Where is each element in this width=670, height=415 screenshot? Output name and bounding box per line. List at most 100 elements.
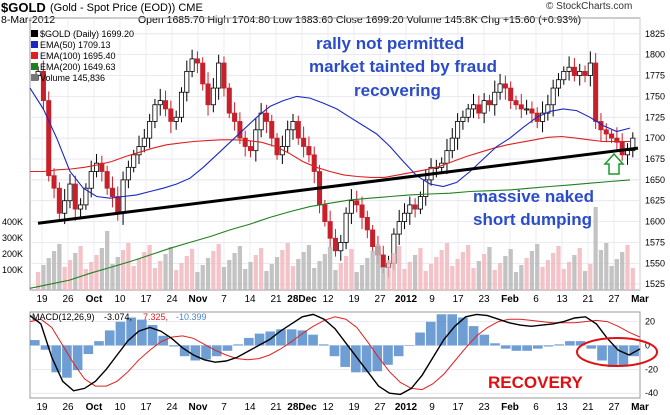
volume-bar [614, 259, 620, 290]
candle-body [566, 66, 572, 72]
legend-swatch-ema100 [31, 52, 38, 59]
x-tick-label: 21 [270, 294, 282, 305]
macd-panel: 19 26 Oct 10 17 24 Nov 7 14 21 28Dec 12 19 27 2012 9 17 2… [29, 311, 658, 413]
macd-histogram-bar [597, 345, 607, 361]
volume-bar [259, 248, 264, 290]
macd-label-value: -3.074, [104, 312, 132, 322]
candle-body [306, 146, 312, 156]
volume-tick-label: 300K [2, 233, 23, 243]
macd-histogram-bar [308, 334, 318, 346]
macd-histogram-bar [222, 345, 233, 351]
volume-bar [216, 244, 221, 290]
volume-bar [120, 250, 126, 290]
candle-body [56, 187, 62, 214]
volume-bar [322, 254, 327, 290]
candle-body [163, 100, 169, 110]
macd-histogram-bar [629, 345, 639, 357]
candle-body [481, 100, 487, 114]
candle-body [141, 137, 147, 147]
candle-body [168, 108, 174, 122]
volume-bar [290, 266, 296, 290]
x-tick-label: 13 [556, 294, 568, 305]
candle-body [322, 204, 328, 222]
candle-body [242, 137, 248, 147]
volume-bar [301, 252, 306, 290]
candle-body [200, 62, 206, 85]
macd-x-tick-label: 27 [374, 402, 386, 413]
candle-body [253, 129, 259, 152]
volume-bar [243, 269, 248, 290]
volume-bar [630, 268, 635, 290]
macd-histogram-bar [351, 345, 361, 373]
macd-x-tick-label: 13 [556, 402, 568, 413]
candle-body [226, 87, 232, 114]
candle-body [364, 217, 370, 231]
macd-x-tick-label: Mar [631, 402, 649, 413]
x-tick-label: 2012 [395, 294, 418, 305]
macd-histogram-bar [500, 345, 511, 349]
candle-body [210, 87, 216, 106]
macd-histogram-bar [137, 319, 147, 346]
macd-histogram-bar [543, 345, 554, 347]
macd-histogram-bar [233, 344, 243, 346]
macd-histogram-bar [490, 343, 500, 346]
volume-bar [487, 247, 492, 290]
volume-bar [317, 261, 322, 290]
candle-body [189, 58, 195, 72]
volume-bar [62, 267, 67, 290]
candle-body [178, 91, 185, 118]
volume-bar [99, 248, 104, 290]
annotation-dumping: short dumping [473, 210, 592, 229]
macd-label-histogram: -10.399 [176, 312, 207, 322]
volume-bar [46, 258, 51, 290]
macd-histogram-bar [179, 345, 190, 357]
x-tick-label: 6 [533, 294, 539, 305]
macd-x-tick-label: Oct [86, 402, 103, 413]
candle-body [370, 229, 376, 248]
candle-body [269, 121, 275, 139]
price-tick-label: 1575 [645, 237, 665, 247]
volume-bar [365, 258, 370, 290]
macd-histogram-bar [147, 325, 158, 346]
x-tick-label: 28Dec [287, 294, 317, 305]
macd-x-tick-label: 6 [533, 402, 539, 413]
candle-body [396, 221, 402, 235]
candle-body [115, 196, 121, 214]
volume-bar [78, 246, 83, 290]
candle-body [455, 121, 461, 139]
macd-histogram-bar [425, 321, 436, 346]
macd-x-tick-label: 10 [114, 402, 126, 413]
volume-bar [609, 266, 614, 290]
volume-bar [306, 245, 312, 290]
volume-bar [158, 261, 163, 290]
legend-swatch-ema50 [31, 41, 38, 48]
volume-bar [179, 263, 184, 290]
volume-bar [36, 272, 41, 290]
volume-bar [588, 264, 593, 290]
volume-bar [343, 256, 349, 290]
macd-histogram-bar [286, 329, 297, 346]
candle-body [343, 212, 349, 243]
x-tick-label: Nov [189, 294, 208, 305]
legend-ema50: EMA(50) 1709.13 [40, 40, 111, 50]
price-tick-label: 1825 [645, 29, 665, 39]
volume-bar [381, 267, 386, 290]
macd-histogram-bar [201, 345, 211, 360]
volume-bar [248, 262, 253, 290]
candle-body [571, 66, 577, 76]
macd-histogram-bar [458, 317, 468, 346]
candle-body [354, 200, 360, 206]
volume-bar [455, 259, 460, 290]
candle-body [221, 62, 227, 89]
volume-bar [620, 252, 625, 290]
x-tick-label: 23 [478, 294, 490, 305]
price-tick-label: 1700 [645, 133, 665, 143]
volume-bar [131, 266, 136, 290]
candle-body [582, 70, 588, 76]
candle-body [152, 104, 158, 122]
macd-histogram-bar [415, 332, 425, 346]
macd-histogram-bar [94, 341, 104, 346]
x-tick-label: 27 [374, 294, 386, 305]
macd-x-tick-label: 21 [270, 402, 282, 413]
